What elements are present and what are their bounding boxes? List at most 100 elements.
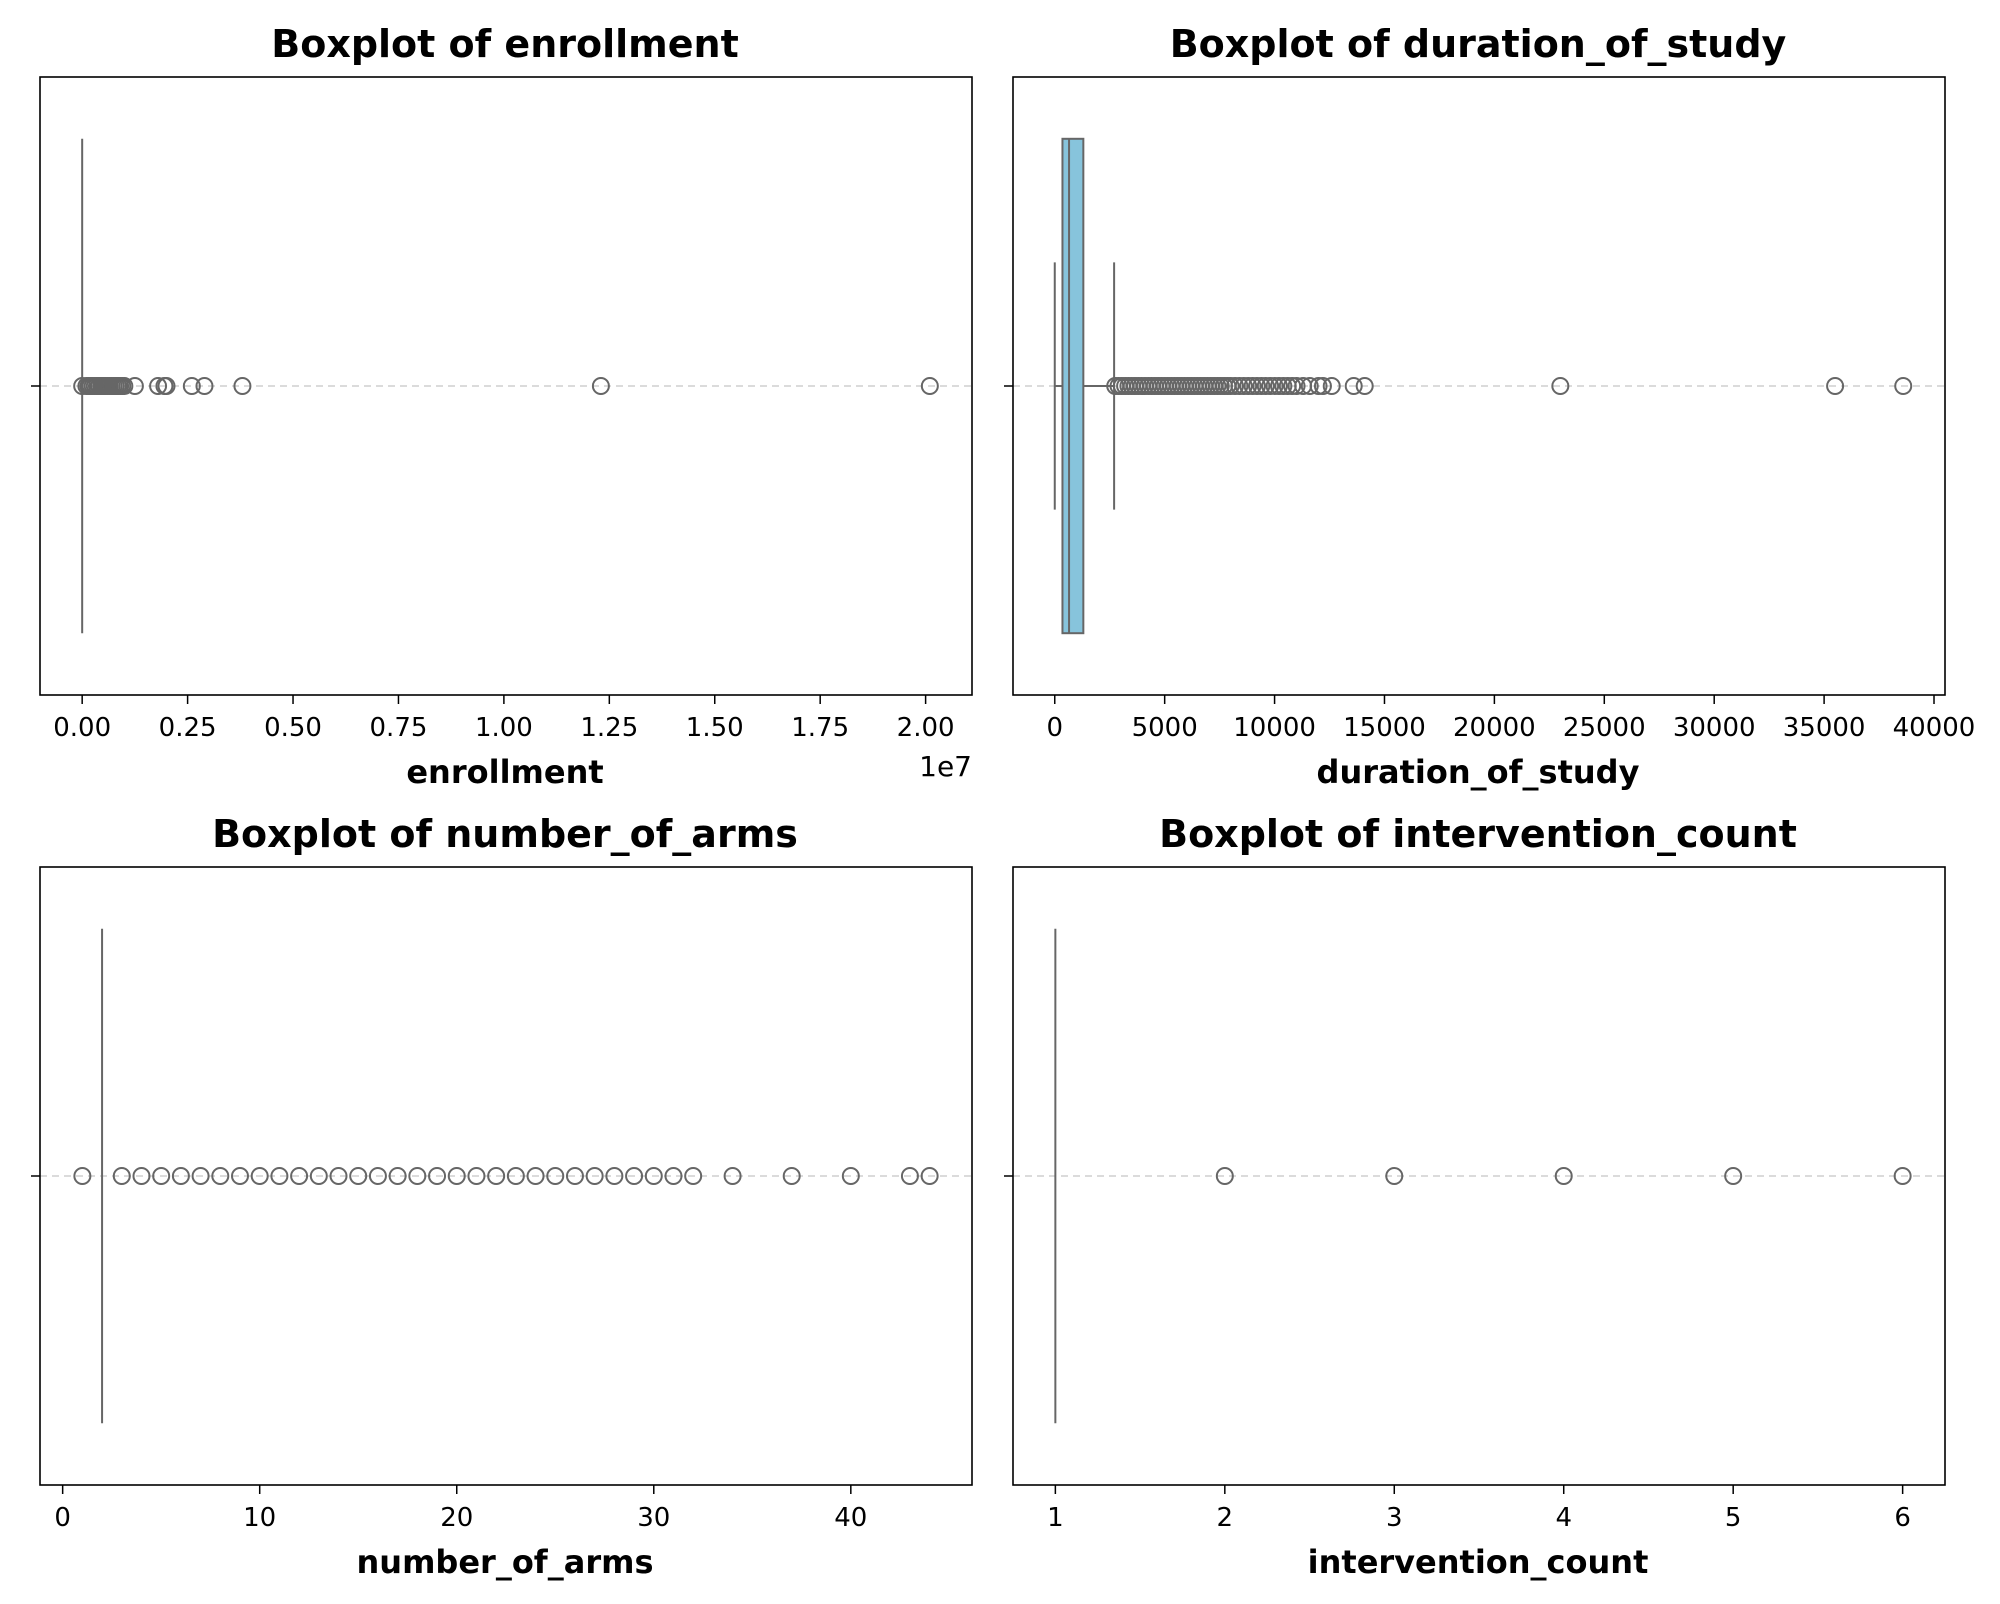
x-tick-label-enrollment: 1.25	[580, 713, 638, 743]
plot-area-enrollment: 0.00 0.25 0.50 0.75 1.00 1.25 1.50 1.75 2.00	[31, 76, 973, 743]
x-tick-label-enrollment: 0.25	[159, 713, 217, 743]
outlier-point-intervention-count	[1554, 1167, 1573, 1185]
plot-area-number-of-arms: 0 10 20 30 40	[31, 866, 973, 1533]
x-tick-label-number-of-arms: 0	[54, 1503, 71, 1533]
outlier-point-duration-of-study	[1247, 377, 1266, 395]
x-tick-label-duration-of-study: 30000	[1673, 713, 1756, 743]
outlier-point-duration-of-study	[1283, 377, 1302, 395]
box-duration-of-study	[1061, 137, 1085, 635]
x-axis-label-intervention-count: intervention_count	[1308, 1543, 1649, 1581]
x-axis-label-enrollment: enrollment	[406, 753, 603, 791]
outlier-point-number-of-arms	[211, 1167, 230, 1185]
outlier-point-intervention-count	[1893, 1167, 1912, 1185]
outlier-point-duration-of-study	[1269, 377, 1288, 395]
outlier-point-number-of-arms	[428, 1167, 447, 1185]
chart-title-enrollment: Boxplot of enrollment	[271, 22, 739, 66]
outlier-point-number-of-arms	[152, 1167, 171, 1185]
outlier-point-number-of-arms	[605, 1167, 624, 1185]
outlier-point-duration-of-study	[1261, 377, 1280, 395]
x-tick-label-number-of-arms: 20	[440, 1503, 473, 1533]
x-tick-label-duration-of-study: 40000	[1893, 713, 1976, 743]
outlier-point-number-of-arms	[132, 1167, 151, 1185]
outlier-point-duration-of-study	[1322, 377, 1341, 395]
x-tick-label-duration-of-study: 25000	[1563, 713, 1646, 743]
panel-enrollment: Boxplot of enrollment enrollment 1e7	[271, 22, 972, 791]
outlier-point-number-of-arms	[664, 1167, 683, 1185]
x-tick-label-enrollment: 1.50	[686, 713, 744, 743]
panel-intervention-count: Boxplot of intervention_count interventi…	[1159, 812, 1797, 1581]
chart-title-duration-of-study: Boxplot of duration_of_study	[1170, 22, 1787, 66]
outlier-point-number-of-arms	[920, 1167, 939, 1185]
outlier-point-number-of-arms	[388, 1167, 407, 1185]
outlier-point-number-of-arms	[250, 1167, 269, 1185]
outlier-point-number-of-arms	[684, 1167, 703, 1185]
outlier-point-intervention-count	[1724, 1167, 1743, 1185]
outlier-point-duration-of-study	[1355, 377, 1374, 395]
x-tick-label-number-of-arms: 10	[243, 1503, 276, 1533]
outlier-point-number-of-arms	[723, 1167, 742, 1185]
outlier-point-duration-of-study	[1239, 377, 1258, 395]
chart-title-number-of-arms: Boxplot of number_of_arms	[212, 812, 798, 856]
plot-frame-intervention-count	[1012, 866, 1946, 1486]
outlier-point-duration-of-study	[1274, 377, 1293, 395]
outlier-point-duration-of-study	[1309, 377, 1328, 395]
outlier-point-duration-of-study	[1243, 377, 1262, 395]
outlier-point-number-of-arms	[782, 1167, 801, 1185]
x-tick-label-enrollment: 0.00	[53, 713, 111, 743]
outlier-point-number-of-arms	[408, 1167, 427, 1185]
plot-area-duration-of-study: 0 5000 10000 15000 20000 25000 30000 35000 40000	[1004, 76, 1976, 743]
x-axis-label-number-of-arms: number_of_arms	[357, 1543, 654, 1581]
panel-duration-of-study: Boxplot of duration_of_study duration_of…	[1170, 22, 1787, 791]
outlier-point-number-of-arms	[112, 1167, 131, 1185]
x-tick-label-enrollment: 1.75	[791, 713, 849, 743]
chart-title-intervention-count: Boxplot of intervention_count	[1159, 812, 1797, 856]
x-tick-label-intervention-count: 2	[1217, 1503, 1234, 1533]
outlier-point-duration-of-study	[1230, 377, 1249, 395]
outlier-point-enrollment	[125, 377, 144, 395]
outlier-point-number-of-arms	[546, 1167, 565, 1185]
x-tick-label-intervention-count: 6	[1894, 1503, 1911, 1533]
outlier-point-duration-of-study	[1234, 377, 1253, 395]
outlier-point-number-of-arms	[625, 1167, 644, 1185]
outlier-point-number-of-arms	[506, 1167, 525, 1185]
x-tick-label-enrollment: 0.75	[370, 713, 428, 743]
x-tick-label-duration-of-study: 15000	[1343, 713, 1426, 743]
panel-number-of-arms: Boxplot of number_of_arms number_of_arms	[212, 812, 798, 1581]
outlier-point-enrollment	[195, 377, 214, 395]
outlier-point-duration-of-study	[1287, 377, 1306, 395]
outlier-point-number-of-arms	[329, 1167, 348, 1185]
outlier-point-number-of-arms	[270, 1167, 289, 1185]
outlier-point-number-of-arms	[230, 1167, 249, 1185]
outlier-point-duration-of-study	[1826, 377, 1845, 395]
x-tick-label-number-of-arms: 30	[637, 1503, 670, 1533]
plot-frame-number-of-arms	[39, 866, 973, 1486]
outlier-point-duration-of-study	[1256, 377, 1275, 395]
offset-text-enrollment: 1e7	[919, 750, 972, 783]
outlier-point-duration-of-study	[1344, 377, 1363, 395]
x-tick-label-enrollment: 2.00	[897, 713, 955, 743]
outlier-point-enrollment	[157, 377, 176, 395]
outlier-point-enrollment	[149, 377, 168, 395]
x-tick-label-duration-of-study: 20000	[1453, 713, 1536, 743]
x-tick-label-intervention-count: 5	[1725, 1503, 1742, 1533]
outlier-point-number-of-arms	[309, 1167, 328, 1185]
outlier-point-enrollment	[182, 377, 201, 395]
x-tick-label-intervention-count: 4	[1555, 1503, 1572, 1533]
outlier-point-number-of-arms	[447, 1167, 466, 1185]
x-tick-label-enrollment: 1.00	[475, 713, 533, 743]
outlier-point-number-of-arms	[841, 1167, 860, 1185]
plot-area-intervention-count: 1 2 3 4 5 6	[1004, 866, 1946, 1533]
outlier-point-number-of-arms	[191, 1167, 210, 1185]
outlier-point-number-of-arms	[368, 1167, 387, 1185]
x-tick-label-duration-of-study: 0	[1046, 713, 1063, 743]
x-tick-label-intervention-count: 3	[1386, 1503, 1403, 1533]
outlier-point-number-of-arms	[290, 1167, 309, 1185]
outlier-point-duration-of-study	[1221, 377, 1240, 395]
outlier-point-number-of-arms	[73, 1167, 92, 1185]
outlier-point-duration-of-study	[1252, 377, 1271, 395]
outlier-point-number-of-arms	[900, 1167, 919, 1185]
outlier-point-number-of-arms	[349, 1167, 368, 1185]
outlier-point-number-of-arms	[644, 1167, 663, 1185]
